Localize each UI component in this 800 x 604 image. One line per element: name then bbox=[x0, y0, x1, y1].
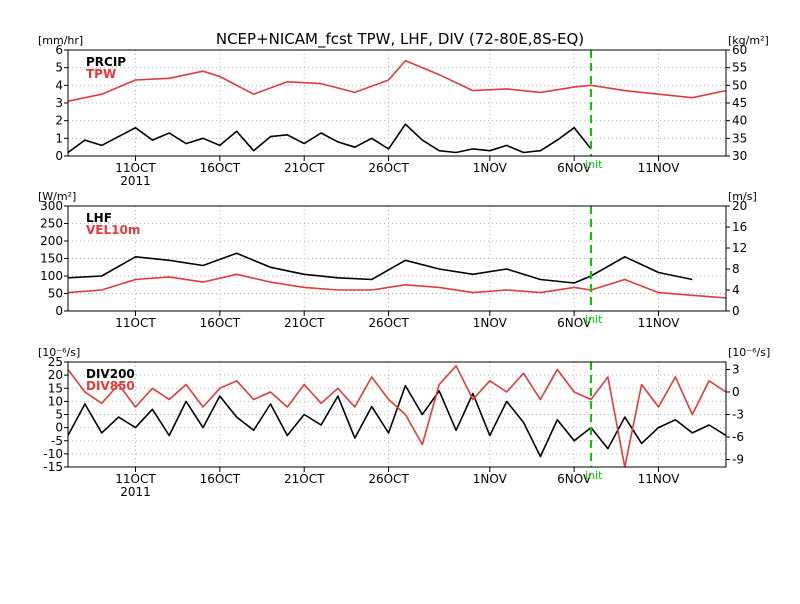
left-tick-label: 2 bbox=[55, 114, 63, 128]
plot-frame bbox=[67, 205, 727, 312]
x-year-label: 2011 bbox=[120, 174, 151, 188]
chart-title: NCEP+NICAM_fcst TPW, LHF, DIV (72-80E,8S… bbox=[216, 30, 584, 49]
init-label: init bbox=[585, 469, 603, 482]
x-tick-label: 11NOV bbox=[638, 316, 680, 330]
right-axis-unit: [m/s] bbox=[728, 190, 757, 203]
plot-frame bbox=[67, 361, 727, 468]
left-tick-label: 200 bbox=[40, 234, 63, 248]
right-tick-label: 45 bbox=[732, 96, 747, 110]
left-axis-unit: [W/m²] bbox=[38, 190, 76, 203]
left-tick-label: 4 bbox=[55, 78, 63, 92]
left-tick-label: 0 bbox=[55, 421, 63, 435]
left-tick-label: -10 bbox=[43, 447, 63, 461]
right-tick-label: 0 bbox=[732, 385, 740, 399]
right-tick-label: 3 bbox=[732, 363, 740, 377]
left-tick-label: -5 bbox=[51, 434, 63, 448]
left-tick-label: 5 bbox=[55, 408, 63, 422]
x-tick-label: 1NOV bbox=[473, 316, 508, 330]
left-tick-label: 3 bbox=[55, 96, 63, 110]
x-tick-label: 16OCT bbox=[200, 316, 241, 330]
left-tick-label: -15 bbox=[43, 460, 63, 474]
init-label: init bbox=[585, 313, 603, 326]
left-axis-unit: [10⁻⁶/s] bbox=[38, 346, 80, 359]
left-tick-label: 10 bbox=[48, 394, 63, 408]
legend-prcip: PRCIP bbox=[86, 55, 126, 69]
plot-frame bbox=[67, 49, 727, 157]
left-tick-label: 25 bbox=[48, 355, 63, 369]
left-tick-label: 150 bbox=[40, 252, 63, 266]
left-tick-label: 0 bbox=[55, 149, 63, 163]
left-tick-label: 50 bbox=[48, 287, 63, 301]
right-tick-label: 12 bbox=[732, 241, 747, 255]
x-tick-label: 26OCT bbox=[368, 472, 409, 486]
right-tick-label: -3 bbox=[732, 408, 744, 422]
legend-div200: DIV200 bbox=[86, 367, 135, 381]
legend-tpw: TPW bbox=[86, 67, 116, 81]
right-tick-label: 4 bbox=[732, 283, 740, 297]
left-tick-label: 6 bbox=[55, 43, 63, 57]
series-div850-line bbox=[67, 364, 727, 468]
x-tick-label: 21OCT bbox=[284, 472, 325, 486]
left-tick-label: 0 bbox=[55, 304, 63, 318]
panel-middle: 0 50 100 150 200 250 300 0 4 8 12 16 20 11OCT 16OCT 21O… bbox=[38, 190, 757, 330]
left-tick-label: 100 bbox=[40, 269, 63, 283]
left-tick-label: 1 bbox=[55, 131, 63, 145]
right-tick-label: 0 bbox=[732, 304, 740, 318]
x-tick-label: 21OCT bbox=[284, 161, 325, 175]
init-label: init bbox=[585, 158, 603, 171]
x-tick-label: 11NOV bbox=[638, 472, 680, 486]
series-lhf-line bbox=[67, 252, 693, 284]
right-tick-label: 8 bbox=[732, 262, 740, 276]
x-tick-label: 1NOV bbox=[473, 472, 508, 486]
right-tick-label: -6 bbox=[732, 430, 744, 444]
left-tick-label: 20 bbox=[48, 368, 63, 382]
right-tick-label: 20 bbox=[732, 199, 747, 213]
right-axis-unit: [10⁻⁶/s] bbox=[728, 346, 770, 359]
series-div200-line bbox=[67, 384, 727, 458]
x-tick-label: 26OCT bbox=[368, 161, 409, 175]
legend-lhf: LHF bbox=[86, 211, 112, 225]
right-tick-label: 55 bbox=[732, 61, 747, 75]
right-tick-label: -9 bbox=[732, 453, 744, 467]
x-year-label: 2011 bbox=[120, 485, 151, 499]
left-tick-label: 5 bbox=[55, 61, 63, 75]
x-tick-label: 6NOV bbox=[557, 161, 592, 175]
legend-vel10m: VEL10m bbox=[86, 223, 140, 237]
x-tick-label: 1NOV bbox=[473, 161, 508, 175]
x-tick-label: 11OCT bbox=[115, 161, 156, 175]
series-prcip-line bbox=[67, 123, 592, 154]
x-tick-label: 16OCT bbox=[200, 161, 241, 175]
x-tick-label: 6NOV bbox=[557, 472, 592, 486]
left-tick-label: 15 bbox=[48, 381, 63, 395]
right-tick-label: 60 bbox=[732, 43, 747, 57]
right-tick-label: 16 bbox=[732, 220, 747, 234]
x-tick-label: 26OCT bbox=[368, 316, 409, 330]
left-axis-unit: [mm/hr] bbox=[38, 34, 83, 47]
right-tick-label: 30 bbox=[732, 149, 747, 163]
right-tick-label: 35 bbox=[732, 131, 747, 145]
x-tick-label: 6NOV bbox=[557, 316, 592, 330]
x-tick-label: 16OCT bbox=[200, 472, 241, 486]
x-tick-label: 11OCT bbox=[115, 316, 156, 330]
x-tick-label: 11OCT bbox=[115, 472, 156, 486]
right-tick-label: 50 bbox=[732, 78, 747, 92]
right-tick-label: 40 bbox=[732, 114, 747, 128]
left-tick-label: 300 bbox=[40, 199, 63, 213]
x-tick-label: 11NOV bbox=[638, 161, 680, 175]
right-axis-unit: [kg/m²] bbox=[728, 34, 769, 47]
x-tick-label: 21OCT bbox=[284, 316, 325, 330]
series-tpw-line bbox=[67, 59, 727, 102]
left-tick-label: 250 bbox=[40, 217, 63, 231]
legend-div850: DIV850 bbox=[86, 379, 135, 393]
series-vel10m-line bbox=[67, 273, 727, 299]
